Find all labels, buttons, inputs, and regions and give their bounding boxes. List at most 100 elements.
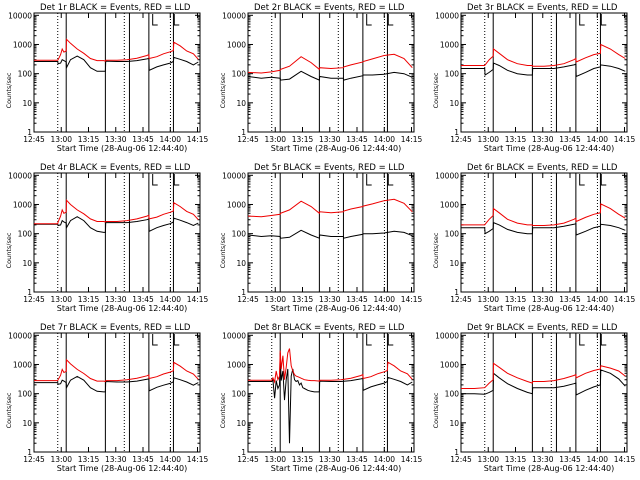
y-tick-label: 10 <box>236 259 246 268</box>
flag-mark <box>387 14 394 26</box>
x-tick-label: 13:30 <box>532 295 554 304</box>
series-line-lld <box>461 203 626 226</box>
chart-panel-5: Det 5r BLACK = Events, RED = LLD 1 10 100 10… <box>219 163 423 313</box>
x-axis-label: Start Time (28-Aug-06 12:44:40) <box>57 304 188 313</box>
x-tick-label: 13:15 <box>78 295 100 304</box>
x-tick-label: 12:45 <box>450 295 472 304</box>
y-tick-label: 1 <box>454 288 459 297</box>
x-tick-label: 13:30 <box>319 295 341 304</box>
x-tick-label: 13:45 <box>132 295 154 304</box>
flag-mark <box>387 334 394 346</box>
x-tick-label: 13:45 <box>346 455 368 464</box>
series-line-lld <box>34 358 199 383</box>
y-axis-label: Counts/sec <box>432 232 440 268</box>
x-tick-label: 14:00 <box>159 295 181 304</box>
y-tick-label: 1 <box>27 448 32 457</box>
x-tick-label: 12:45 <box>237 455 259 464</box>
x-axis-label: Start Time (28-Aug-06 12:44:40) <box>271 304 402 313</box>
x-tick-label: 14:00 <box>373 455 395 464</box>
flag-mark <box>579 14 585 26</box>
x-tick-label: 13:00 <box>477 455 499 464</box>
x-tick-label: 13:45 <box>559 135 581 144</box>
x-axis-label: Start Time (28-Aug-06 12:44:40) <box>57 464 188 473</box>
flag-mark <box>600 174 607 186</box>
x-tick-label: 13:30 <box>105 455 127 464</box>
flag-mark <box>579 334 585 346</box>
x-tick-label: 14:15 <box>401 295 423 304</box>
y-tick-label: 10 <box>236 99 246 108</box>
y-tick-label: 1 <box>241 448 246 457</box>
y-tick-label: 10 <box>449 99 459 108</box>
chart-title: Det 5r BLACK = Events, RED = LLD <box>254 163 405 173</box>
x-tick-label: 13:45 <box>346 295 368 304</box>
chart-title: Det 8r BLACK = Events, RED = LLD <box>254 323 405 333</box>
series-line-events <box>248 352 413 444</box>
series-line-lld <box>247 198 413 218</box>
y-axis-label: Counts/sec <box>5 232 13 268</box>
y-tick-label: 100 <box>445 390 460 399</box>
y-tick-label: 100 <box>445 70 460 79</box>
x-tick-label: 13:00 <box>477 135 499 144</box>
x-tick-label: 13:30 <box>105 135 127 144</box>
flag-mark <box>152 14 158 26</box>
y-axis-label: Counts/sec <box>219 232 227 268</box>
chart-title: Det 1r BLACK = Events, RED = LLD <box>40 3 191 13</box>
x-tick-label: 13:45 <box>559 455 581 464</box>
x-tick-label: 14:00 <box>586 455 608 464</box>
y-tick-label: 100 <box>232 230 247 239</box>
x-axis-label: Start Time (28-Aug-06 12:44:40) <box>271 144 402 153</box>
x-tick-label: 13:30 <box>319 455 341 464</box>
y-axis-label: Counts/sec <box>5 392 13 428</box>
y-tick-label: 1 <box>454 448 459 457</box>
y-tick-label: 1 <box>27 288 32 297</box>
x-tick-label: 13:45 <box>559 295 581 304</box>
y-tick-label: 100 <box>232 70 247 79</box>
y-tick-label: 10 <box>22 99 32 108</box>
y-tick-label: 10000 <box>8 331 32 340</box>
x-tick-label: 13:30 <box>105 295 127 304</box>
y-tick-label: 1000 <box>13 200 32 209</box>
series-line-events <box>247 229 413 239</box>
y-tick-label: 10000 <box>435 331 459 340</box>
chart-panel-4: Det 4r BLACK = Events, RED = LLD 1 10 100 10… <box>5 163 209 313</box>
x-tick-label: 12:45 <box>450 455 472 464</box>
flag-mark <box>152 174 158 186</box>
series-line-events <box>461 62 626 78</box>
plot-frame <box>33 172 201 293</box>
y-tick-label: 1000 <box>13 360 32 369</box>
x-tick-label: 13:00 <box>50 295 72 304</box>
x-tick-label: 13:15 <box>505 135 527 144</box>
y-axis-label: Counts/sec <box>219 392 227 428</box>
chart-panel-2: Det 2r BLACK = Events, RED = LLD 1 10 100 10… <box>219 3 423 153</box>
y-axis-label: Counts/sec <box>5 72 13 108</box>
plot-frame <box>460 12 628 133</box>
x-tick-label: 13:00 <box>264 295 286 304</box>
x-tick-label: 12:45 <box>237 295 259 304</box>
x-tick-label: 13:00 <box>50 135 72 144</box>
plot-frame <box>33 12 201 133</box>
x-axis-label: Start Time (28-Aug-06 12:44:40) <box>271 464 402 473</box>
plot-frame <box>33 332 201 453</box>
y-tick-label: 10000 <box>8 11 32 20</box>
flag-mark <box>579 174 585 186</box>
x-tick-label: 14:15 <box>614 455 636 464</box>
x-tick-label: 12:45 <box>450 135 472 144</box>
series-line-lld <box>247 53 413 74</box>
x-tick-label: 14:00 <box>373 295 395 304</box>
plot-frame <box>247 332 415 453</box>
x-tick-label: 12:45 <box>237 135 259 144</box>
y-tick-label: 1 <box>241 128 246 137</box>
x-tick-label: 13:15 <box>505 295 527 304</box>
flag-mark <box>152 334 158 346</box>
y-axis-label: Counts/sec <box>432 392 440 428</box>
flag-mark <box>600 14 607 26</box>
chart-title: Det 4r BLACK = Events, RED = LLD <box>40 163 191 173</box>
series-line-events <box>34 216 199 233</box>
y-tick-label: 10 <box>449 259 459 268</box>
series-line-lld <box>461 43 626 67</box>
series-line-lld <box>34 198 199 225</box>
flag-mark <box>173 174 180 186</box>
x-tick-label: 13:30 <box>319 135 341 144</box>
series-line-events <box>461 221 626 236</box>
x-axis-label: Start Time (28-Aug-06 12:44:40) <box>484 144 615 153</box>
